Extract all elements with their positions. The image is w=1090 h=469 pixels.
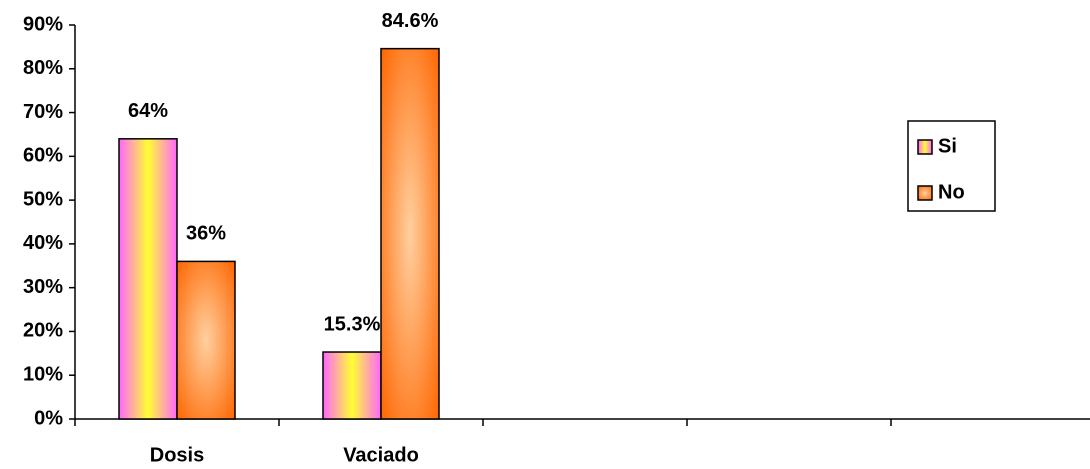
y-tick-label: 80% <box>23 57 63 79</box>
bar <box>322 351 382 420</box>
y-tick-label: 40% <box>23 232 63 254</box>
y-tick-label: 30% <box>23 276 63 298</box>
y-tick-label: 50% <box>23 188 63 210</box>
data-label: 84.6% <box>382 10 439 32</box>
bar <box>380 47 440 420</box>
y-tick-label: 20% <box>23 320 63 342</box>
y-tick-label: 10% <box>23 364 63 386</box>
legend-swatch <box>917 185 933 201</box>
y-tick-label: 0% <box>34 407 63 429</box>
data-label: 64% <box>128 100 168 122</box>
bar <box>176 260 236 420</box>
legend-label: No <box>938 181 965 203</box>
x-tick-label: Vaciado <box>343 444 419 466</box>
data-label: 36% <box>186 223 226 245</box>
y-tick-label: 70% <box>23 101 63 123</box>
bar <box>118 138 178 420</box>
y-tick-label: 90% <box>23 13 63 35</box>
y-tick-label: 60% <box>23 145 63 167</box>
x-tick-label: Dosis <box>150 444 204 466</box>
legend-label: Si <box>938 135 957 157</box>
legend-swatch <box>917 139 933 155</box>
data-label: 15.3% <box>324 313 381 335</box>
